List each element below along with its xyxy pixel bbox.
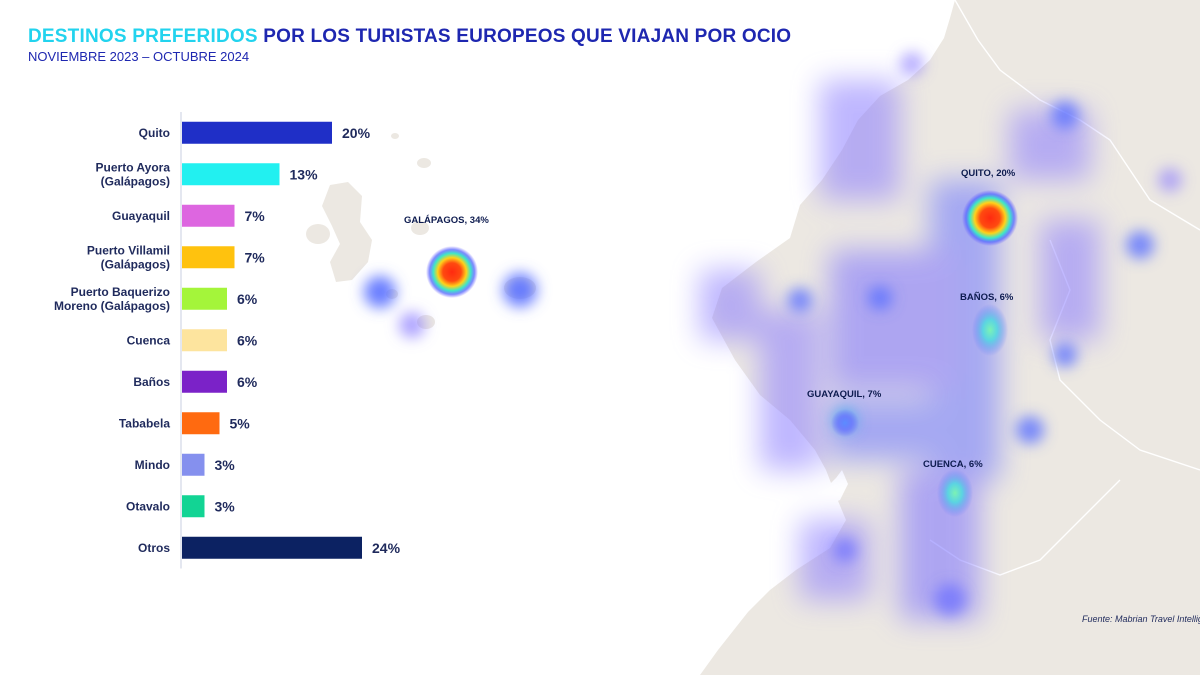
map-label-quito: QUITO, 20% — [961, 168, 1016, 179]
category-label-line: Mindo — [135, 458, 170, 472]
category-label: Guayaquil — [112, 209, 170, 223]
bar-value-label: 20% — [342, 125, 371, 141]
map-label-galapagos: GALÁPAGOS, 34% — [404, 215, 489, 226]
bar-value-label: 3% — [215, 457, 236, 473]
bar-value-label: 6% — [237, 332, 258, 348]
bar-value-label: 6% — [237, 291, 258, 307]
category-label: Mindo — [135, 458, 170, 472]
category-label: Puerto Ayora (Galápagos) — [96, 160, 171, 188]
category-label: Cuenca — [127, 333, 171, 347]
bar — [182, 204, 235, 227]
bar — [182, 163, 280, 186]
category-label: Baños — [133, 375, 170, 389]
bar-value-label: 7% — [245, 249, 266, 265]
hotspot-galapagos — [426, 246, 478, 298]
category-label: Puerto Villamil (Galápagos) — [87, 243, 170, 271]
map-label-cuenca: CUENCA, 6% — [923, 459, 983, 470]
category-label: Puerto Baquerizo Moreno (Galápagos) — [54, 285, 170, 313]
hotspot-banos — [972, 304, 1008, 356]
bar — [182, 536, 362, 559]
category-label: Quito — [139, 126, 170, 140]
bar-value-label: 5% — [230, 415, 251, 431]
bar — [182, 495, 205, 518]
bar — [182, 412, 220, 435]
bar — [182, 121, 332, 144]
category-label: Otavalo — [126, 499, 170, 513]
category-label-line: Baños — [133, 375, 170, 389]
bar — [182, 246, 235, 269]
bar-value-label: 13% — [290, 166, 319, 182]
category-label-line: Otros — [138, 541, 170, 555]
map-label-banos: BAÑOS, 6% — [960, 292, 1014, 303]
gulf-water — [818, 470, 848, 506]
category-label-line: Quito — [139, 126, 170, 140]
category-label-line: (Galápagos) — [101, 174, 170, 188]
page-subtitle: NOVIEMBRE 2023 – OCTUBRE 2024 — [28, 49, 250, 64]
title-highlight: DESTINOS PREFERIDOS — [28, 26, 258, 47]
bar — [182, 329, 227, 352]
bar — [182, 370, 227, 393]
category-label-line: Puerto Villamil — [87, 243, 170, 257]
category-label-line: Otavalo — [126, 499, 170, 513]
category-label-line: Puerto Ayora — [96, 160, 171, 174]
bar-value-label: 7% — [245, 208, 266, 224]
category-label-line: Guayaquil — [112, 209, 170, 223]
bar-value-label: 3% — [215, 498, 236, 514]
source-note: Fuente: Mabrian Travel Intelligence — [1082, 614, 1200, 624]
title-rest: POR LOS TURISTAS EUROPEOS QUE VIAJAN POR… — [263, 26, 792, 47]
hotspot-guayaquil — [831, 409, 859, 437]
hotspot-quito — [962, 190, 1018, 246]
hotspot-cuenca — [937, 469, 973, 517]
category-label-line: (Galápagos) — [101, 257, 170, 271]
category-label-line: Moreno (Galápagos) — [54, 299, 170, 313]
category-label: Tababela — [119, 416, 170, 430]
bar-value-label: 24% — [372, 540, 401, 556]
map-label-guayaquil: GUAYAQUIL, 7% — [807, 389, 882, 400]
bar — [182, 453, 205, 476]
bar-value-label: 6% — [237, 374, 258, 390]
bar — [182, 287, 227, 310]
category-label-line: Puerto Baquerizo — [71, 285, 170, 299]
category-label: Otros — [138, 541, 170, 555]
category-label-line: Tababela — [119, 416, 170, 430]
category-label-line: Cuenca — [127, 333, 171, 347]
page-title: DESTINOS PREFERIDOS POR LOS TURISTAS EUR… — [28, 26, 791, 48]
